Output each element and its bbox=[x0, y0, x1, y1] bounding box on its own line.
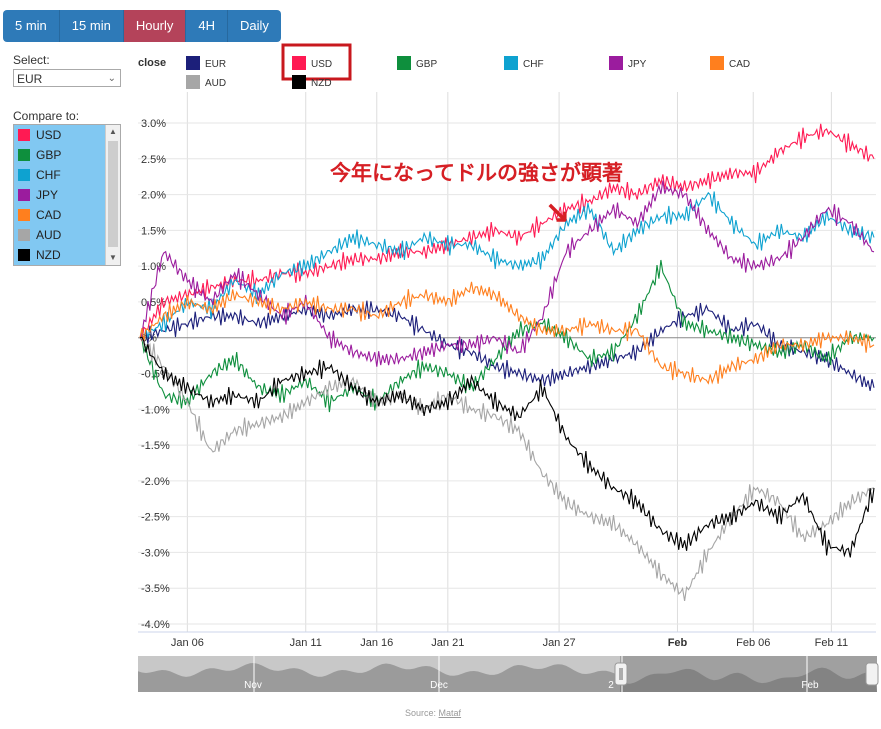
color-swatch bbox=[18, 189, 30, 201]
annotation-text: 今年になってドルの強さが顕著 bbox=[330, 161, 623, 185]
scroll-down-icon[interactable]: ▼ bbox=[109, 253, 117, 262]
source-label: Source: bbox=[405, 708, 437, 718]
compare-listbox[interactable]: USD GBP CHF JPY CAD AUD NZD ▲ ▼ bbox=[13, 124, 121, 266]
legend-swatch-usd[interactable] bbox=[292, 56, 306, 70]
base-currency-value: EUR bbox=[17, 72, 43, 86]
tab-15-min[interactable]: 15 min bbox=[59, 10, 124, 42]
compare-item-jpy[interactable]: JPY bbox=[14, 185, 120, 205]
compare-label: Compare to: bbox=[13, 109, 80, 123]
y-tick-label: 3.0% bbox=[141, 118, 166, 130]
tab-hourly[interactable]: Hourly bbox=[123, 10, 187, 42]
compare-item-label: CHF bbox=[36, 168, 61, 182]
compare-item-nzd[interactable]: NZD bbox=[14, 245, 120, 265]
legend-swatch-cad[interactable] bbox=[710, 56, 724, 70]
legend-swatch-chf[interactable] bbox=[504, 56, 518, 70]
series-line-aud bbox=[139, 337, 875, 601]
legend-label-aud[interactable]: AUD bbox=[205, 78, 226, 89]
x-tick-label: Jan 21 bbox=[431, 637, 464, 649]
y-tick-label: -2.5% bbox=[141, 512, 170, 524]
color-swatch bbox=[18, 129, 30, 141]
tab-daily[interactable]: Daily bbox=[228, 10, 281, 42]
y-tick-label: 2.0% bbox=[141, 190, 166, 202]
legend-label-cad[interactable]: CAD bbox=[729, 59, 750, 70]
y-tick-label: -3.0% bbox=[141, 547, 170, 559]
compare-item-label: GBP bbox=[36, 148, 62, 162]
chevron-down-icon: ⌄ bbox=[107, 73, 116, 84]
series-line-eur bbox=[139, 300, 875, 392]
compare-item-cad[interactable]: CAD bbox=[14, 205, 120, 225]
series-line-nzd bbox=[139, 336, 875, 558]
y-tick-label: -1.5% bbox=[141, 440, 170, 452]
compare-item-label: CAD bbox=[36, 208, 62, 222]
highlight-box bbox=[281, 43, 352, 81]
scroll-up-icon[interactable]: ▲ bbox=[109, 127, 117, 136]
legend-swatch-gbp[interactable] bbox=[397, 56, 411, 70]
compare-item-aud[interactable]: AUD bbox=[14, 225, 120, 245]
color-swatch bbox=[18, 249, 30, 261]
navigator-handle-left[interactable] bbox=[614, 662, 628, 686]
compare-item-gbp[interactable]: GBP bbox=[14, 145, 120, 165]
color-swatch bbox=[18, 229, 30, 241]
compare-item-chf[interactable]: CHF bbox=[14, 165, 120, 185]
y-tick-label: -3.5% bbox=[141, 583, 170, 595]
select-label: Select: bbox=[13, 53, 50, 67]
x-tick-label: Jan 16 bbox=[360, 637, 393, 649]
navigator-label: Dec bbox=[430, 680, 448, 691]
source-note: Source: Mataf bbox=[405, 708, 461, 718]
legend-label-eur[interactable]: EUR bbox=[205, 59, 226, 70]
legend-swatch-aud[interactable] bbox=[186, 75, 200, 89]
legend-label-chf[interactable]: CHF bbox=[523, 59, 544, 70]
legend-label-usd[interactable]: USD bbox=[311, 59, 332, 70]
base-currency-select[interactable]: EUR ⌄ bbox=[13, 69, 121, 87]
y-tick-label: -2.0% bbox=[141, 476, 170, 488]
y-tick-label: 1.5% bbox=[141, 225, 166, 237]
y-tick-label: 1.0% bbox=[141, 261, 166, 273]
y-tick-label: 2.5% bbox=[141, 154, 166, 166]
tab-4h[interactable]: 4H bbox=[186, 10, 229, 42]
scroll-thumb[interactable] bbox=[108, 141, 118, 247]
source-link[interactable]: Mataf bbox=[438, 708, 462, 718]
navigator-handle-right[interactable] bbox=[865, 662, 879, 686]
compare-item-label: USD bbox=[36, 128, 62, 142]
series-line-cad bbox=[139, 281, 875, 385]
series-line-gbp bbox=[139, 259, 875, 413]
x-tick-label: Jan 27 bbox=[543, 637, 576, 649]
compare-item-label: NZD bbox=[36, 248, 61, 262]
annotation-arrow: ↘ bbox=[545, 196, 570, 229]
series-line-usd bbox=[139, 123, 875, 343]
series-line-jpy bbox=[139, 180, 875, 367]
y-tick-label: -1.0% bbox=[141, 404, 170, 416]
x-tick-label: Feb bbox=[668, 637, 688, 649]
timeframe-tabs: 5 min 15 min Hourly 4H Daily bbox=[3, 10, 281, 42]
legend-swatch-eur[interactable] bbox=[186, 56, 200, 70]
legend-title: close bbox=[138, 57, 166, 69]
color-swatch bbox=[18, 209, 30, 221]
compare-item-label: JPY bbox=[36, 188, 59, 202]
legend-swatch-jpy[interactable] bbox=[609, 56, 623, 70]
navigator-series bbox=[138, 663, 877, 692]
x-tick-label: Feb 11 bbox=[815, 637, 848, 649]
legend-swatch-nzd[interactable] bbox=[292, 75, 306, 89]
legend-label-jpy[interactable]: JPY bbox=[628, 59, 647, 70]
listbox-scrollbar[interactable]: ▲ ▼ bbox=[105, 125, 120, 265]
color-swatch bbox=[18, 149, 30, 161]
x-tick-label: Jan 11 bbox=[290, 637, 322, 649]
color-swatch bbox=[18, 169, 30, 181]
compare-item-label: AUD bbox=[36, 228, 62, 242]
compare-item-usd[interactable]: USD bbox=[14, 125, 120, 145]
navigator-label: Feb bbox=[801, 680, 819, 691]
legend-label-gbp[interactable]: GBP bbox=[416, 59, 437, 70]
tab-5-min[interactable]: 5 min bbox=[3, 10, 60, 42]
navigator-label: Nov bbox=[244, 680, 262, 691]
series-line-chf bbox=[139, 191, 875, 340]
y-tick-label: -4.0% bbox=[141, 619, 170, 631]
navigator-label: 2 bbox=[608, 680, 614, 691]
x-tick-label: Jan 06 bbox=[171, 637, 204, 649]
legend-label-nzd[interactable]: NZD bbox=[311, 78, 332, 89]
x-tick-label: Feb 06 bbox=[736, 637, 770, 649]
navigator-selected-range[interactable] bbox=[620, 656, 877, 692]
